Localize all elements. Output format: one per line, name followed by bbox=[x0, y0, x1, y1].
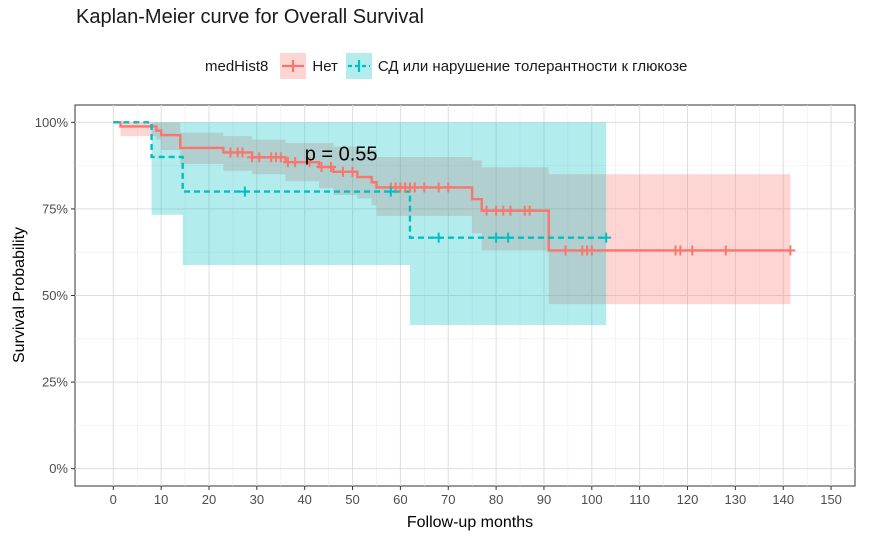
x-tick-label: 140 bbox=[772, 492, 794, 507]
censor-mark-series-0 bbox=[347, 166, 358, 177]
censor-mark-series-1 bbox=[385, 186, 396, 197]
censor-mark-series-0 bbox=[675, 245, 686, 256]
censor-mark-series-0 bbox=[560, 245, 571, 256]
survival-curve-series-1 bbox=[113, 121, 607, 239]
ci-band-series-1 bbox=[113, 122, 607, 325]
censor-mark-series-0 bbox=[304, 157, 315, 168]
censor-mark-series-0 bbox=[232, 147, 243, 158]
x-tick-label: 130 bbox=[725, 492, 747, 507]
censor-mark-series-0 bbox=[390, 182, 401, 193]
survival-curve-series-0 bbox=[113, 121, 791, 252]
legend-key-series-0 bbox=[280, 53, 307, 79]
legend-title: medHist8 bbox=[205, 57, 269, 75]
y-tick-label: 75% bbox=[42, 201, 68, 216]
x-tick-label: 10 bbox=[154, 492, 168, 507]
legend-key-series-1 bbox=[345, 53, 372, 79]
censor-mark-series-0 bbox=[419, 182, 430, 193]
censor-mark-series-0 bbox=[395, 182, 406, 193]
x-axis-label: Follow-up months bbox=[407, 514, 533, 531]
censor-mark-series-1 bbox=[239, 186, 250, 197]
censor-mark-series-0 bbox=[519, 205, 530, 216]
censor-mark-series-0 bbox=[316, 161, 327, 172]
y-axis-label: Survival Probability bbox=[11, 227, 28, 363]
grid-major bbox=[75, 105, 855, 486]
confidence-bands bbox=[113, 122, 791, 325]
legend: medHist8 Нет СД или нарушение толерантно… bbox=[205, 53, 687, 79]
x-tick-label: 110 bbox=[629, 492, 650, 507]
censor-mark-series-1 bbox=[491, 232, 502, 243]
censor-mark-series-0 bbox=[409, 182, 420, 193]
censor-mark-series-0 bbox=[577, 245, 588, 256]
x-tick-label: 150 bbox=[820, 492, 842, 507]
censor-mark-series-0 bbox=[275, 152, 286, 163]
x-tick-label: 90 bbox=[537, 492, 551, 507]
censor-mark-series-0 bbox=[266, 152, 277, 163]
censor-mark-series-0 bbox=[491, 205, 502, 216]
censor-mark-series-0 bbox=[404, 182, 415, 193]
x-tick-label: 70 bbox=[441, 492, 455, 507]
censor-mark-series-1 bbox=[503, 232, 514, 243]
censor-mark-series-0 bbox=[385, 182, 396, 193]
y-tick-label: 50% bbox=[42, 288, 68, 303]
censor-mark-series-0 bbox=[586, 245, 597, 256]
censor-mark-series-0 bbox=[498, 205, 509, 216]
censor-mark-series-0 bbox=[582, 245, 593, 256]
censor-mark-series-0 bbox=[282, 157, 293, 168]
y-tick-label: 0% bbox=[49, 461, 68, 476]
censor-mark-series-0 bbox=[433, 182, 444, 193]
censor-mark-series-0 bbox=[337, 166, 348, 177]
x-tick-label: 100 bbox=[581, 492, 603, 507]
censor-mark-series-0 bbox=[254, 152, 265, 163]
x-tick-label: 120 bbox=[677, 492, 699, 507]
censor-marks bbox=[225, 147, 796, 256]
y-tick-label: 100% bbox=[35, 115, 69, 130]
censor-mark-series-0 bbox=[225, 147, 236, 158]
x-tick-label: 30 bbox=[250, 492, 264, 507]
x-tick-label: 20 bbox=[202, 492, 216, 507]
x-tick-label: 80 bbox=[489, 492, 503, 507]
x-tick-label: 60 bbox=[393, 492, 407, 507]
y-tick-label: 25% bbox=[42, 375, 68, 390]
censor-mark-series-0 bbox=[687, 245, 698, 256]
p-value-annotation: p = 0.55 bbox=[305, 143, 378, 165]
censor-mark-series-0 bbox=[481, 205, 492, 216]
x-tick-label: 0 bbox=[110, 492, 117, 507]
plot-panel bbox=[74, 104, 856, 487]
survival-curves bbox=[113, 121, 791, 252]
censor-mark-series-1 bbox=[601, 232, 612, 243]
legend-label-series-1: СД или нарушение толерантности к глюкозе bbox=[377, 57, 688, 75]
censor-mark-series-0 bbox=[720, 245, 731, 256]
axes: 0 10 20 30 40 50 60 70 80 90 100 110 120 130 140 150 0% 2… bbox=[35, 115, 842, 507]
censor-mark-series-0 bbox=[326, 161, 337, 172]
censor-mark-series-0 bbox=[505, 205, 516, 216]
grid-minor bbox=[75, 105, 855, 486]
censor-mark-series-0 bbox=[670, 245, 681, 256]
annotations: p = 0.55 bbox=[305, 143, 378, 165]
legend-label-series-0: Нет bbox=[312, 57, 338, 75]
censor-mark-series-1 bbox=[433, 232, 444, 243]
censor-mark-series-0 bbox=[237, 147, 248, 158]
ci-band-series-0 bbox=[113, 122, 791, 305]
censor-mark-series-0 bbox=[400, 182, 411, 193]
censor-mark-series-0 bbox=[270, 152, 281, 163]
censor-mark-series-0 bbox=[290, 157, 301, 168]
censor-mark-series-0 bbox=[443, 182, 454, 193]
censor-mark-series-0 bbox=[524, 205, 535, 216]
x-tick-label: 40 bbox=[297, 492, 311, 507]
censor-mark-series-0 bbox=[247, 152, 258, 163]
chart-title: Kaplan-Meier curve for Overall Survival bbox=[76, 6, 424, 28]
x-tick-label: 50 bbox=[345, 492, 359, 507]
censor-mark-series-0 bbox=[785, 245, 796, 256]
